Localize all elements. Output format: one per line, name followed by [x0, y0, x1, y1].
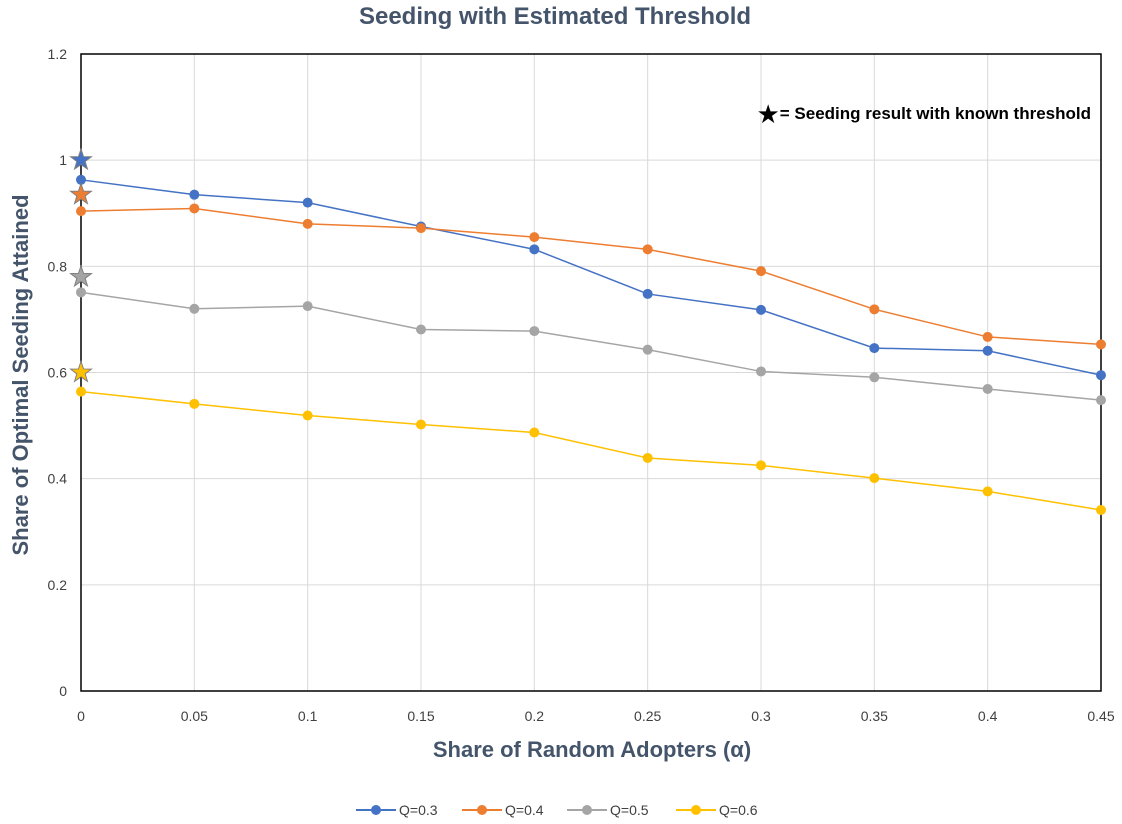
y-tick-label: 0 — [59, 683, 67, 699]
data-point — [302, 301, 313, 312]
data-point — [756, 304, 766, 315]
legend-label: Q=0.3 — [399, 802, 438, 818]
legend-marker — [691, 805, 701, 815]
star-icon: ★ — [756, 99, 779, 129]
legend-item: Q=0.4 — [462, 802, 544, 818]
y-tick-label: 1.2 — [48, 46, 68, 62]
data-point — [982, 345, 993, 356]
star-marker — [69, 359, 93, 383]
y-tick-label: 1 — [59, 152, 67, 168]
x-tick-label: 0.3 — [751, 708, 771, 724]
x-axis-ticks: 0 0.05 0.1 0.15 0.2 0.25 0.3 0.35 0.4 0.45 — [77, 708, 1115, 724]
data-point — [529, 244, 540, 255]
data-point — [529, 232, 540, 243]
x-tick-label: 0.1 — [298, 708, 318, 724]
data-point — [869, 372, 880, 383]
data-point — [869, 343, 880, 354]
star-marker — [69, 264, 93, 288]
data-point — [869, 304, 880, 315]
data-point — [756, 460, 766, 471]
series-line — [80, 179, 1102, 376]
data-point — [756, 266, 766, 277]
legend-item: Q=0.5 — [567, 802, 649, 818]
data-point — [982, 486, 993, 497]
data-point — [756, 366, 766, 377]
x-tick-label: 0.05 — [181, 708, 208, 724]
series-Q=0.6 — [76, 386, 1106, 515]
legend-marker — [477, 805, 487, 815]
y-tick-label: 0.6 — [48, 365, 68, 381]
data-point — [76, 206, 86, 217]
data-point — [1096, 339, 1106, 350]
y-tick-label: 0.8 — [48, 258, 68, 274]
x-tick-label: 0 — [77, 708, 85, 724]
series-Q=0.3 — [76, 174, 1106, 381]
data-point — [1096, 370, 1106, 381]
data-point — [189, 303, 200, 314]
y-tick-label: 0.2 — [48, 577, 68, 593]
legend: Q=0.3 Q=0.4 Q=0.5 Q=0.6 — [356, 802, 758, 818]
data-point — [1096, 504, 1106, 515]
x-tick-label: 0.2 — [525, 708, 545, 724]
series-Q=0.5 — [76, 287, 1106, 406]
series-Q=0.4 — [76, 203, 1106, 350]
series-line — [80, 207, 1102, 346]
data-point — [302, 410, 313, 421]
data-point — [189, 203, 200, 214]
data-point — [869, 473, 880, 484]
annotation-text: ★= Seeding result with known threshold — [756, 99, 1091, 129]
data-point — [302, 218, 313, 229]
known-threshold-markers — [69, 147, 93, 383]
data-point — [76, 386, 86, 397]
data-point — [416, 419, 426, 430]
data-point — [189, 398, 200, 409]
x-tick-label: 0.35 — [861, 708, 888, 724]
data-point — [416, 223, 426, 234]
y-axis-ticks: 0 0.2 0.4 0.6 0.8 1 1.2 — [48, 46, 68, 699]
data-point — [642, 288, 653, 299]
series-line — [80, 291, 1102, 401]
legend-item: Q=0.6 — [676, 802, 758, 818]
x-tick-label: 0.45 — [1087, 708, 1114, 724]
star-marker — [69, 147, 93, 171]
data-point — [302, 197, 313, 208]
data-point — [416, 324, 426, 335]
data-point — [529, 326, 540, 337]
y-axis-title: Share of Optimal Seeding Attained — [8, 194, 33, 555]
data-point — [642, 244, 653, 255]
x-tick-label: 0.25 — [634, 708, 661, 724]
data-point — [642, 452, 653, 463]
legend-label: Q=0.4 — [505, 802, 544, 818]
x-axis-title: Share of Random Adopters (α) — [433, 737, 751, 762]
annotation-label: = Seeding result with known threshold — [780, 104, 1091, 123]
legend-label: Q=0.6 — [719, 802, 758, 818]
legend-label: Q=0.5 — [610, 802, 649, 818]
legend-marker — [582, 805, 592, 815]
gridlines — [80, 53, 1102, 692]
data-point — [982, 383, 993, 394]
series-layer — [76, 174, 1106, 515]
legend-item: Q=0.3 — [356, 802, 438, 818]
chart-title: Seeding with Estimated Threshold — [359, 3, 751, 30]
legend-marker — [371, 805, 381, 815]
star-marker — [69, 182, 93, 205]
data-point — [982, 331, 993, 342]
x-tick-label: 0.4 — [978, 708, 998, 724]
series-line — [80, 390, 1102, 511]
x-tick-label: 0.15 — [407, 708, 434, 724]
data-point — [1096, 395, 1106, 406]
data-point — [76, 174, 86, 185]
data-point — [529, 427, 540, 438]
y-tick-label: 0.4 — [48, 471, 68, 487]
data-point — [76, 287, 86, 298]
data-point — [642, 344, 653, 355]
data-point — [189, 189, 200, 200]
